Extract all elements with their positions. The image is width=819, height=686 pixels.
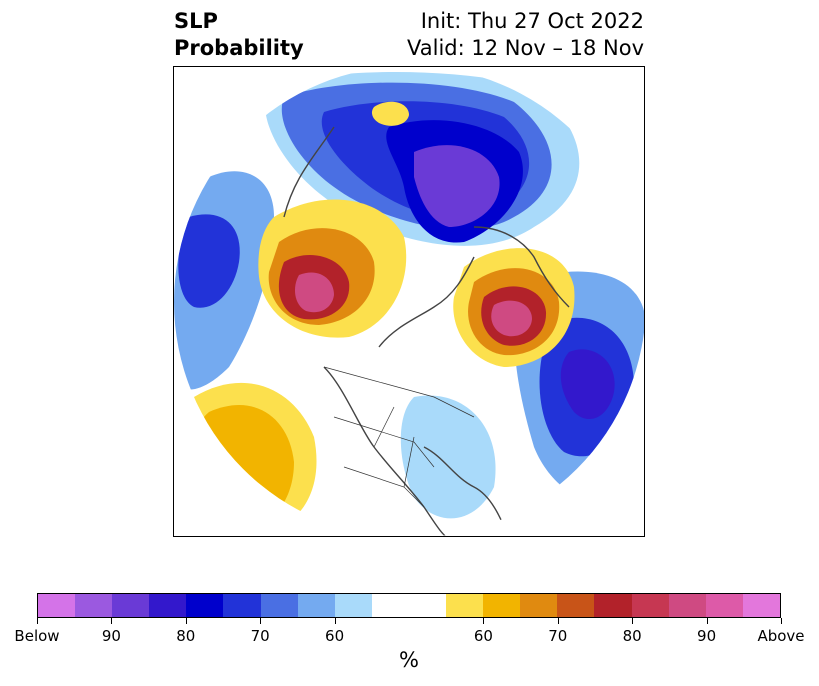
colorbar-segment: [186, 594, 224, 617]
colorbar-segment: [149, 594, 187, 617]
title-right: Init: Thu 27 Oct 2022 Valid: 12 Nov – 18…: [407, 8, 644, 62]
colorbar-tick: [111, 618, 113, 624]
colorbar-segment: [520, 594, 558, 617]
colorbar-tick: [706, 618, 708, 624]
colorbar-tick-label: Above: [757, 627, 805, 645]
colorbar-tick-label: 60: [473, 627, 493, 645]
map-frame: [173, 66, 645, 537]
init-date: Init: Thu 27 Oct 2022: [420, 9, 644, 33]
colorbar-tick: [632, 618, 634, 624]
probability-map: [174, 67, 644, 536]
colorbar-tick-label: 90: [697, 627, 717, 645]
colorbar-tick-label: 90: [101, 627, 121, 645]
colorbar-tick: [483, 618, 485, 624]
valid-range: Valid: 12 Nov – 18 Nov: [407, 36, 644, 60]
coastlines: [283, 126, 570, 536]
colorbar-segment: [557, 594, 595, 617]
title-subtitle: Probability: [174, 36, 304, 60]
colorbar-tick: [334, 618, 336, 624]
colorbar-segment: [334, 594, 372, 617]
colorbar-segment: [38, 594, 76, 617]
colorbar-segment: [483, 594, 521, 617]
borders: [323, 366, 475, 508]
colorbar-unit-label: %: [399, 648, 419, 672]
colorbar-tick-label: 80: [622, 627, 642, 645]
colorbar-tick: [781, 618, 782, 624]
colorbar-segment: [371, 594, 447, 617]
colorbar-segment: [594, 594, 632, 617]
colorbar-segment: [446, 594, 484, 617]
colorbar-segment: [631, 594, 669, 617]
colorbar-segment: [705, 594, 743, 617]
colorbar-segment: [668, 594, 706, 617]
colorbar-tick-label: 70: [250, 627, 270, 645]
colorbar-tick-label: 70: [548, 627, 568, 645]
colorbar-segment: [742, 594, 780, 617]
colorbar-tick: [557, 618, 559, 624]
colorbar-tick-label: 80: [176, 627, 196, 645]
colorbar-segment: [297, 594, 335, 617]
colorbar-segment: [75, 594, 113, 617]
colorbar-tick-label: 60: [325, 627, 345, 645]
colorbar: [37, 593, 781, 618]
colorbar-tick: [185, 618, 187, 624]
colorbar-tick-label: Below: [14, 627, 60, 645]
colorbar-tick: [260, 618, 262, 624]
colorbar-segment: [260, 594, 298, 617]
title-variable: SLP: [174, 9, 218, 33]
colorbar-segment: [223, 594, 261, 617]
title-left: SLP Probability: [174, 8, 304, 62]
colorbar-segment: [112, 594, 150, 617]
colorbar-tick: [37, 618, 38, 624]
